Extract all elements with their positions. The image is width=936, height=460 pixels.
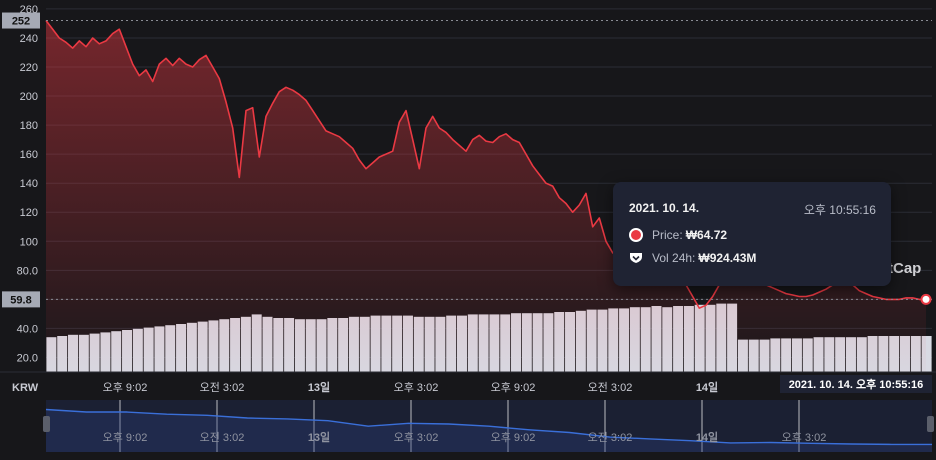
navigator-tick-label: 14일 [696,430,718,444]
volume-shield-icon [630,253,642,263]
navigator-tick-label: 오전 3:02 [200,431,245,444]
currency-label: KRW [12,382,39,394]
y-tick-label: 240 [20,33,38,45]
navigator-tick-label: 오후 9:02 [491,431,536,444]
navigator-tick-label: 오후 9:02 [103,431,148,444]
price-tooltip: 2021. 10. 14. 오후 10:55:16 Price: ₩64.72 … [613,182,891,286]
x-tick-label: 13일 [308,380,330,394]
x-tick-label: 오후 3:02 [394,381,439,394]
x-axis: KRW 오후 9:02 오전 3:02 13일 오후 3:02 오후 9:02 오전 3:0… [0,371,936,394]
tooltip-time: 오후 10:55:16 [803,203,876,217]
crosshair-time-label: 2021. 10. 14. 오후 10:55:16 [789,377,924,391]
max-price-label: 252 [12,16,30,28]
price-line-layer [45,20,932,309]
x-tick-label: 오후 9:02 [491,381,536,394]
navigator-tick-label: 오전 3:02 [588,431,633,444]
y-axis: 26024022020018016014012010080.060.040.02… [2,4,40,364]
y-tick-label: 140 [20,178,38,190]
y-tick-label: 160 [20,149,38,161]
last-price-label-bg [2,291,40,308]
tooltip-date: 2021. 10. 14. [629,201,700,215]
volume-bar [921,336,932,372]
price-dot-icon [629,228,643,242]
y-tick-label: 120 [20,207,38,219]
tooltip-volume-label: Vol 24h: [652,251,696,265]
navigator-area [46,409,932,452]
crosshair-time-bg [780,375,932,393]
y-tick-label: 100 [20,236,38,248]
max-price-label-bg [2,12,40,29]
navigator-tick-label: 오후 3:02 [782,431,827,444]
watermark-text: tCap [888,260,922,277]
x-tick-label: 오후 9:02 [103,381,148,394]
y-tick-label: 40.0 [17,323,38,335]
y-tick-label: 180 [20,120,38,132]
tooltip-volume-row: Vol 24h: ₩924.43M [629,251,756,265]
navigator-tick-label: 13일 [308,430,330,444]
y-tick-label: 200 [20,91,38,103]
price-line [45,20,926,309]
last-price-label: 59.8 [10,294,31,306]
tooltip-price-value: ₩64.72 [685,228,728,242]
navigator-left-handle[interactable] [43,416,50,432]
y-tick-label: 80.0 [17,265,38,277]
price-area-fill [46,20,926,372]
navigator-right-handle[interactable] [927,416,934,432]
tooltip-volume-value: ₩924.43M [698,251,757,265]
navigator[interactable]: 오후 9:02 오전 3:02 13일 오후 3:02 오후 9:02 오전 3:02 14… [43,400,934,452]
price-area [46,20,926,372]
x-tick-label: 14일 [696,380,718,394]
navigator-line [45,408,932,446]
x-tick-label: 오전 3:02 [588,381,633,394]
y-tick-label: 20.0 [17,352,38,364]
y-tick-label: 220 [20,62,38,74]
tooltip-price-row: Price: ₩64.72 [629,228,727,242]
navigator-tick-label: 오후 3:02 [394,431,439,444]
tooltip-price-label: Price: [652,228,683,242]
current-price-marker [920,293,932,305]
x-tick-label: 오전 3:02 [200,381,245,394]
